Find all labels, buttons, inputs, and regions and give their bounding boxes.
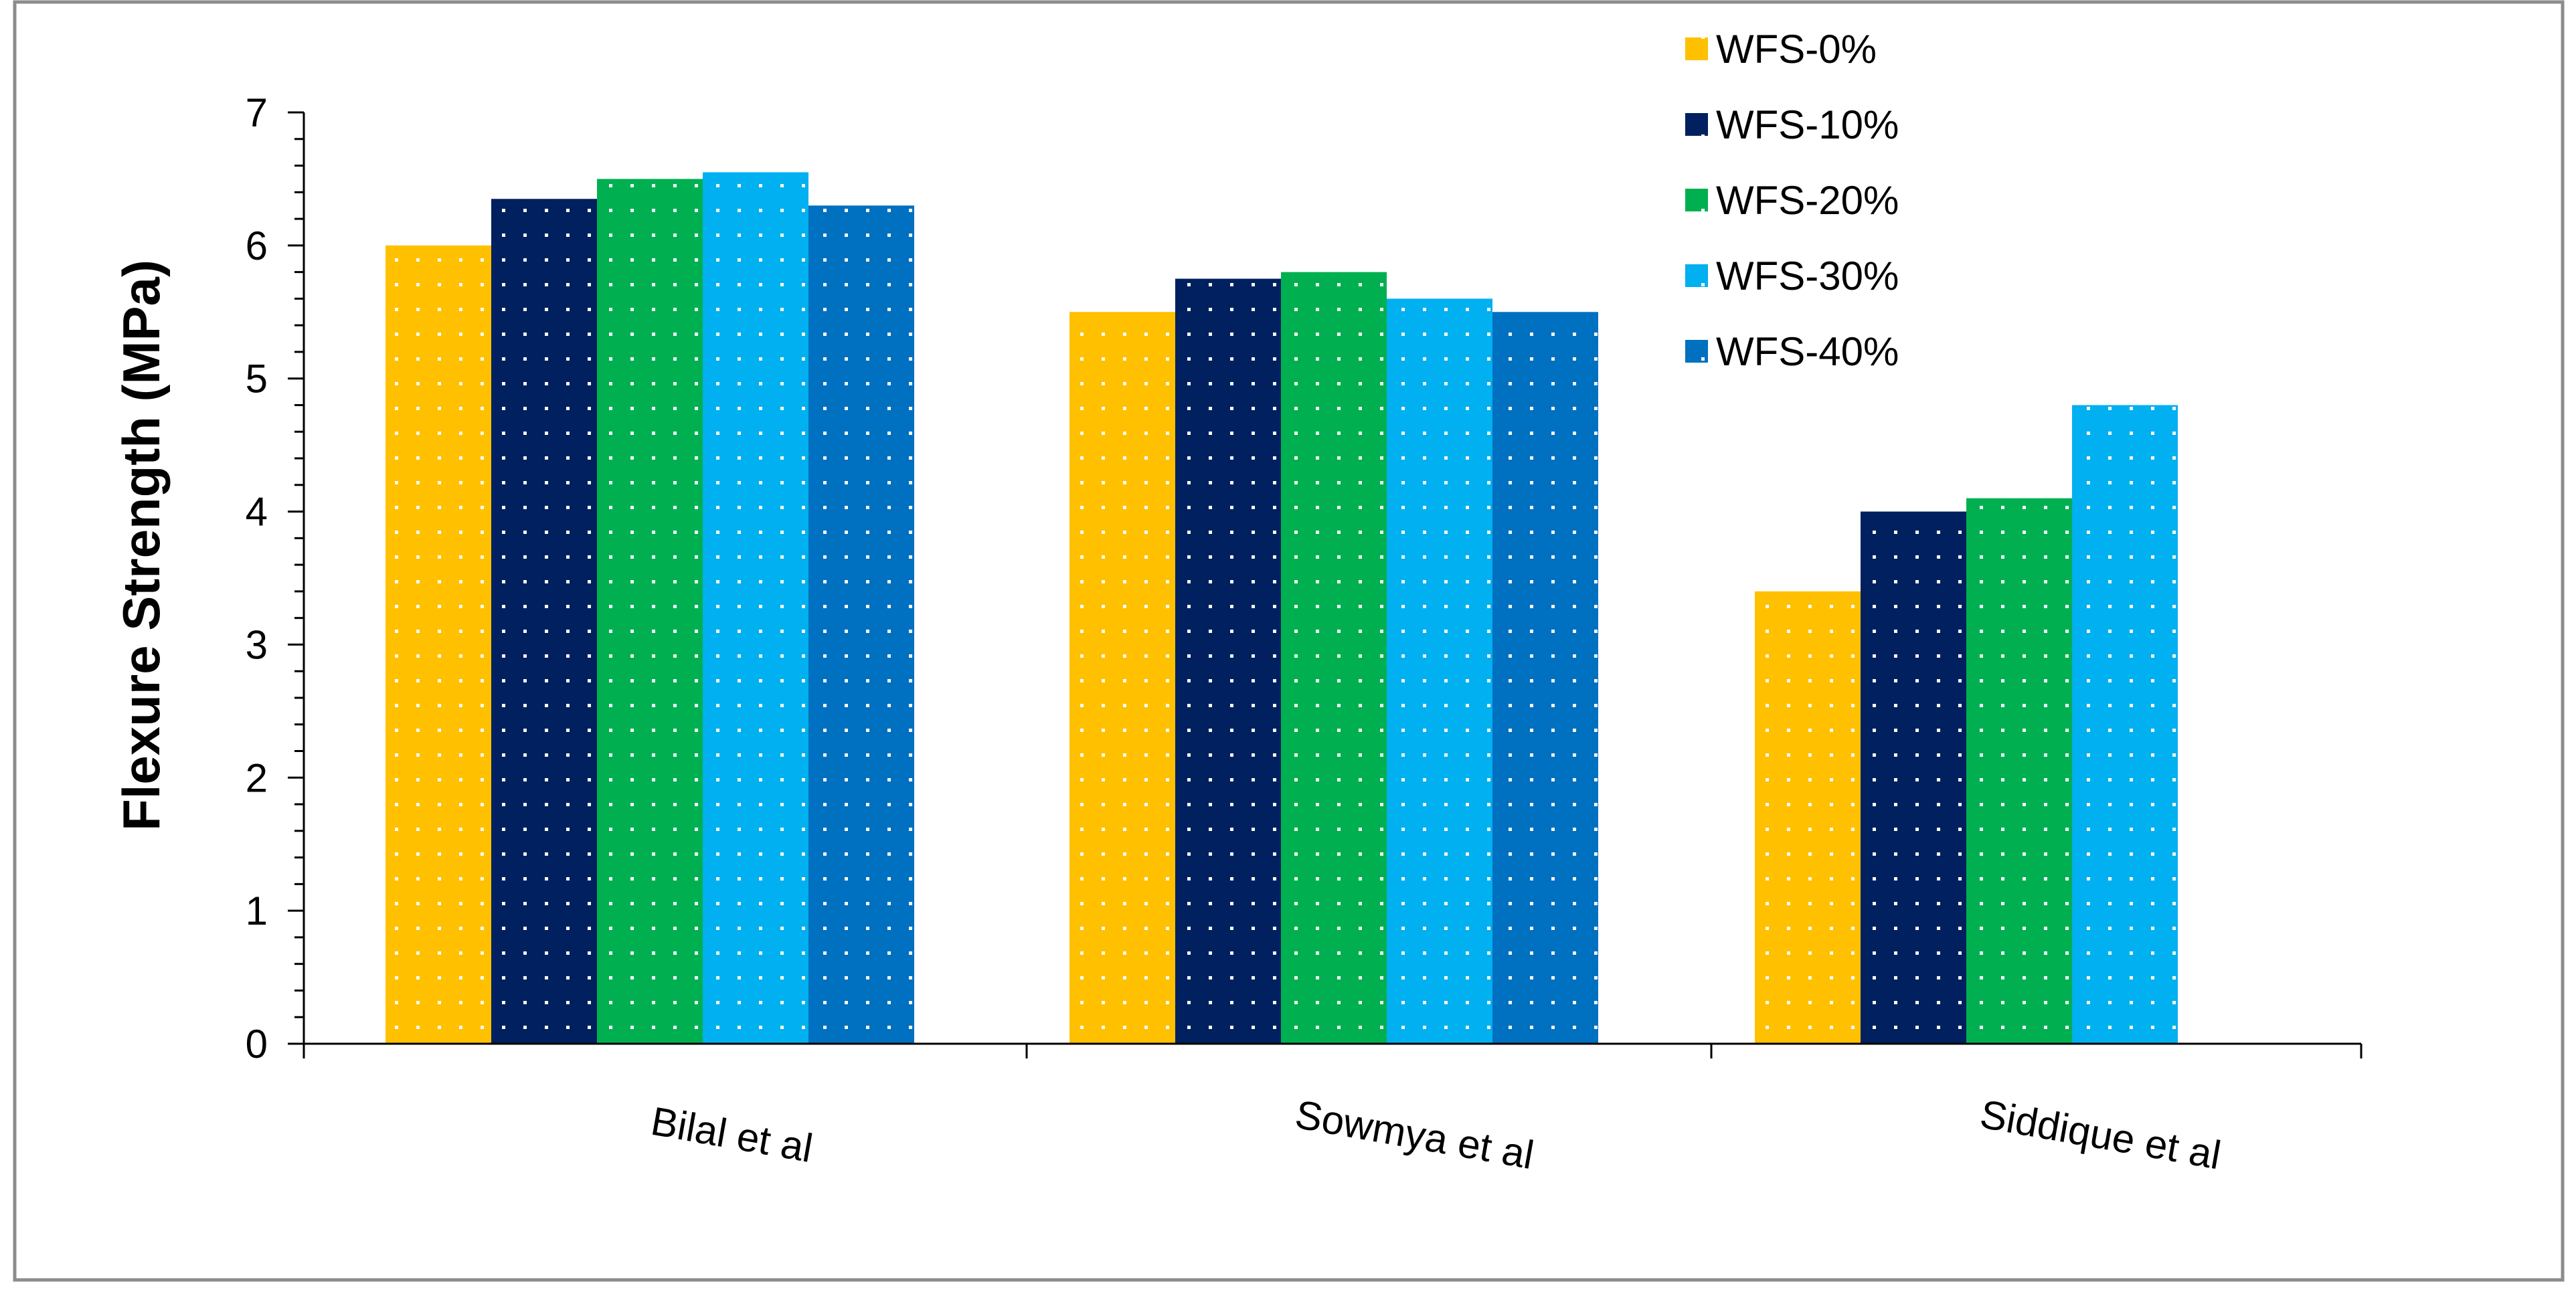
- bar-dot-pattern: [703, 172, 808, 1044]
- legend-swatch-pattern: [1685, 340, 1708, 363]
- y-tick-label: 3: [246, 622, 268, 667]
- y-tick-label: 2: [246, 755, 268, 800]
- legend-label: WFS-40%: [1716, 329, 1899, 374]
- y-tick-label: 0: [246, 1022, 268, 1066]
- bar-dot-pattern: [1755, 591, 1861, 1044]
- bar-dot-pattern: [1861, 511, 1966, 1044]
- legend-label: WFS-10%: [1716, 102, 1899, 147]
- y-tick-label: 5: [246, 357, 268, 401]
- bar-dot-pattern: [1069, 312, 1175, 1044]
- bar-dot-pattern: [808, 205, 914, 1044]
- legend: WFS-0% WFS-10% WFS-20% WFS-30% WFS-40%: [1685, 27, 1899, 374]
- y-axis-title: Flexure Strength (MPa): [112, 260, 171, 831]
- bar-dot-pattern: [1387, 298, 1492, 1044]
- bar-dot-pattern: [491, 199, 597, 1044]
- bar-dot-pattern: [1281, 272, 1387, 1044]
- y-tick-label: 6: [246, 223, 268, 268]
- legend-label: WFS-30%: [1716, 254, 1899, 298]
- bars-layer: [385, 172, 2178, 1044]
- legend-swatch-pattern: [1685, 264, 1708, 287]
- legend-label: WFS-20%: [1716, 178, 1899, 223]
- legend-swatch-pattern: [1685, 37, 1708, 60]
- y-tick-label: 4: [246, 490, 268, 535]
- bar-dot-pattern: [597, 179, 703, 1044]
- bar-dot-pattern: [385, 245, 491, 1044]
- bar-dot-pattern: [1492, 312, 1598, 1044]
- legend-label: WFS-0%: [1716, 27, 1877, 72]
- y-tick-label: 1: [246, 889, 268, 933]
- bar-dot-pattern: [1175, 278, 1281, 1044]
- legend-swatch-pattern: [1685, 189, 1708, 211]
- bar-dot-pattern: [1966, 498, 2072, 1044]
- y-tick-label: 7: [246, 90, 268, 135]
- legend-swatch-pattern: [1685, 113, 1708, 136]
- bar-dot-pattern: [2072, 405, 2178, 1044]
